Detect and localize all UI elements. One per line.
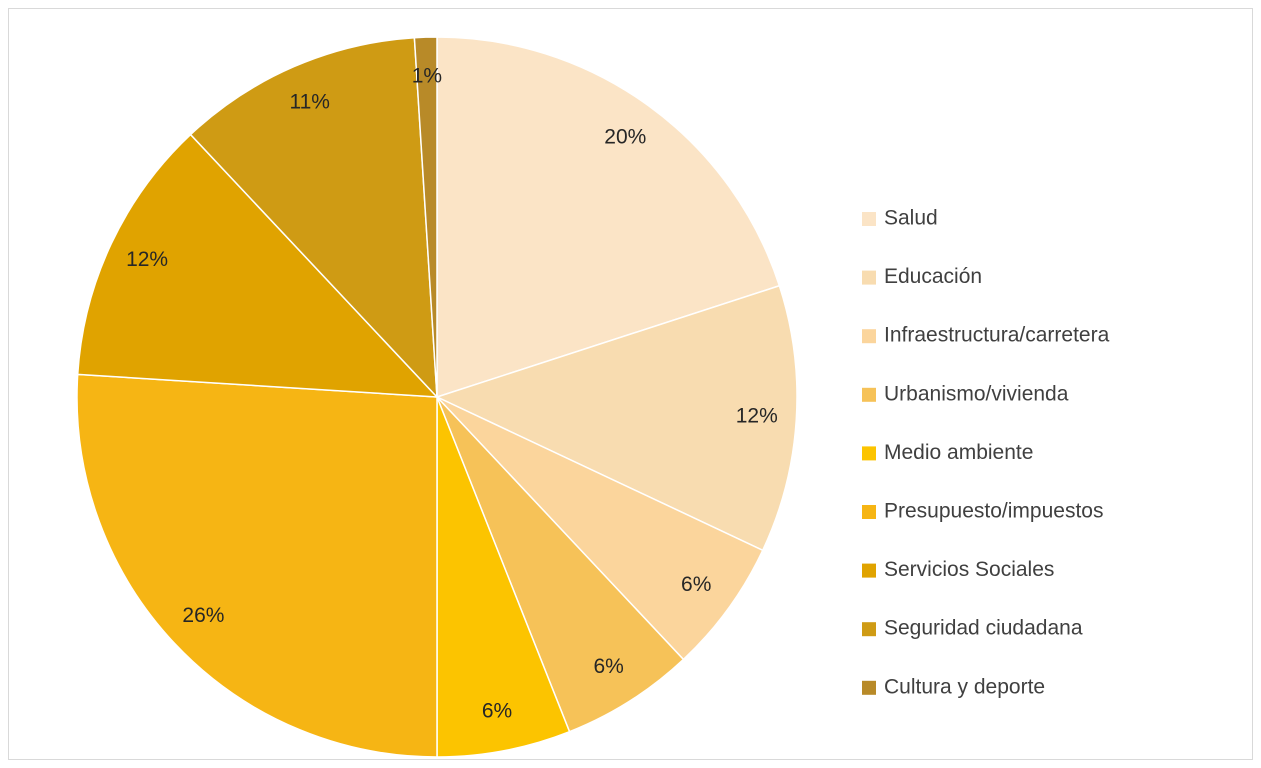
legend-label: Educación — [884, 265, 982, 288]
data-label: 6% — [482, 699, 512, 722]
legend-label: Salud — [884, 207, 938, 230]
legend-swatch — [862, 622, 876, 637]
legend-swatch — [862, 212, 876, 226]
pie-slice — [436, 396, 685, 733]
legend-swatch — [862, 387, 876, 402]
pie-slice — [436, 36, 781, 399]
pie-slice — [436, 396, 571, 758]
legend-swatch — [862, 505, 876, 519]
legend-label: Cultura y deporte — [884, 675, 1045, 698]
data-label: 12% — [126, 248, 168, 271]
legend-swatch — [862, 270, 876, 285]
legend-label: Seguridad ciudadana — [884, 617, 1083, 640]
legend-swatch — [862, 446, 876, 461]
pie-slice — [436, 396, 764, 661]
data-label: 26% — [182, 604, 224, 627]
data-label: 12% — [736, 405, 778, 428]
legend-swatch — [862, 680, 876, 695]
legend-label: Urbanismo/vivienda — [884, 382, 1069, 405]
data-label: 11% — [290, 90, 330, 113]
pie-slice — [76, 373, 438, 758]
legend-swatch — [862, 329, 876, 344]
legend-swatch — [862, 563, 876, 578]
data-label: 6% — [681, 573, 711, 596]
pie-slice — [76, 133, 439, 398]
legend-label: Presupuesto/impuestos — [884, 500, 1103, 523]
legend-label: Medio ambiente — [884, 441, 1033, 464]
pie-slice — [413, 36, 438, 398]
data-label: 1% — [412, 64, 442, 87]
legend-label: Infraestructura/carretera — [884, 324, 1110, 347]
pie-slice — [189, 36, 438, 400]
pie-slice — [434, 284, 798, 552]
data-label: 20% — [604, 125, 646, 148]
data-label: 6% — [593, 655, 623, 678]
legend-label: Servicios Sociales — [884, 558, 1054, 581]
